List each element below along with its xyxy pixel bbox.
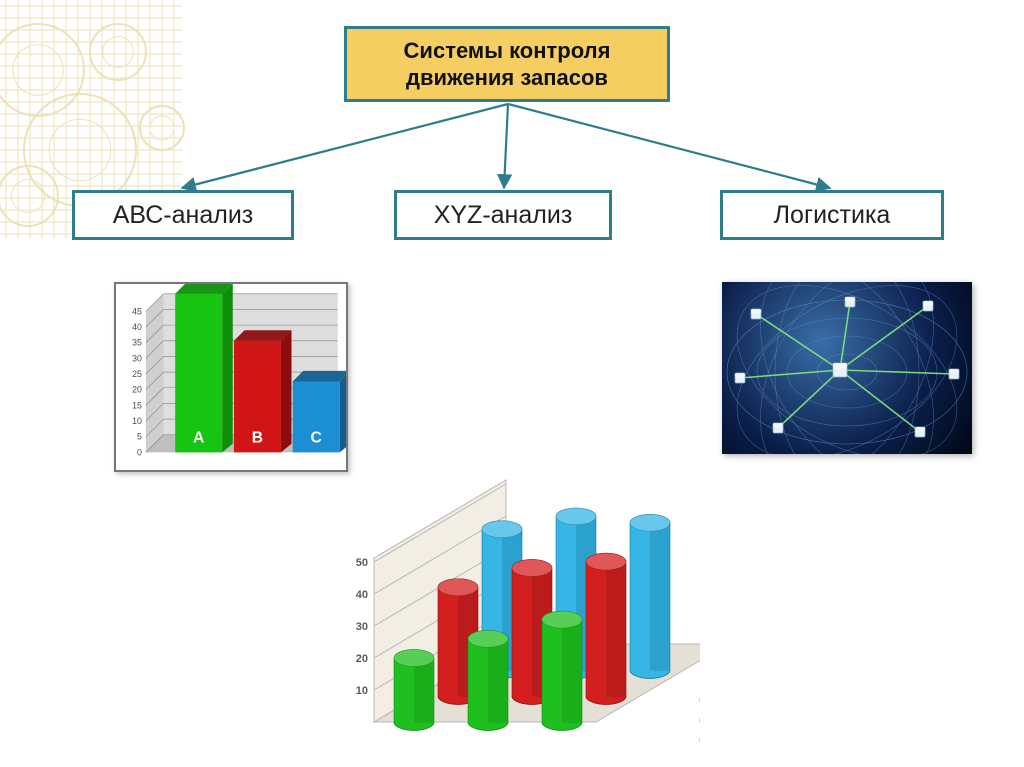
svg-text:40: 40 <box>132 322 142 332</box>
branch-xyz-label: XYZ-анализ <box>434 201 573 230</box>
branch-log: Логистика <box>720 190 944 240</box>
svg-text:A: A <box>193 430 204 447</box>
title-box: Системы контроля движения запасов <box>344 26 670 102</box>
svg-text:35: 35 <box>132 338 142 348</box>
abc-chart: 0 5 10 15 20 25 30 35 40 45 A B C <box>114 282 348 472</box>
branch-abc-label: АВС-анализ <box>113 201 254 230</box>
svg-text:10: 10 <box>132 416 142 426</box>
title-text: Системы контроля движения запасов <box>355 37 659 92</box>
svg-text:B: B <box>252 430 263 447</box>
svg-text:25: 25 <box>132 369 142 379</box>
svg-text:50: 50 <box>356 557 368 569</box>
svg-text:45: 45 <box>132 306 142 316</box>
svg-text:15: 15 <box>132 400 142 410</box>
branch-abc: АВС-анализ <box>72 190 294 240</box>
xyz-chart: 1020304050XYZ <box>330 466 700 746</box>
svg-text:5: 5 <box>137 432 142 442</box>
svg-text:30: 30 <box>132 353 142 363</box>
branch-log-label: Логистика <box>774 201 891 230</box>
svg-text:10: 10 <box>356 685 368 697</box>
svg-text:30: 30 <box>356 621 368 633</box>
logistics-image <box>722 282 972 454</box>
branch-xyz: XYZ-анализ <box>394 190 612 240</box>
svg-text:20: 20 <box>132 385 142 395</box>
svg-text:20: 20 <box>356 653 368 665</box>
svg-text:C: C <box>311 430 322 447</box>
svg-text:40: 40 <box>356 589 368 601</box>
svg-text:0: 0 <box>137 447 142 457</box>
